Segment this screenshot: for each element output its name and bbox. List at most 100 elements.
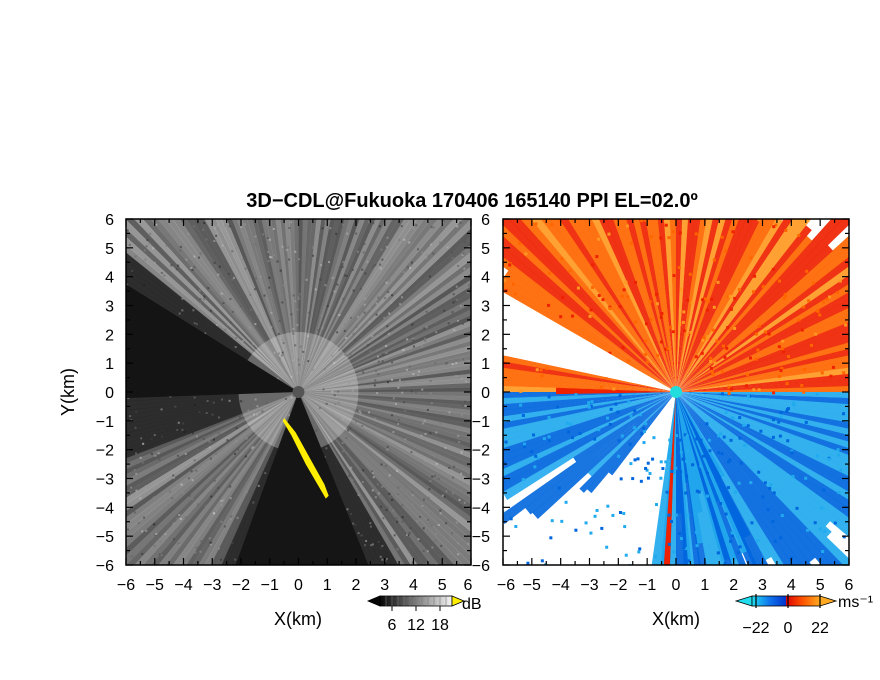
shadow-sector-south bbox=[235, 392, 369, 565]
noise-speck bbox=[160, 554, 163, 557]
noise-speck bbox=[355, 232, 358, 235]
noise-speck bbox=[355, 326, 358, 329]
velocity-speck bbox=[646, 151, 649, 154]
noise-speck bbox=[227, 323, 230, 326]
velocity-speck bbox=[783, 294, 787, 298]
noise-speck bbox=[428, 521, 431, 524]
noise-speck bbox=[452, 476, 455, 479]
velocity-speck bbox=[709, 164, 712, 167]
noise-speck bbox=[288, 226, 291, 229]
velocity-speck bbox=[664, 223, 668, 227]
noise-speck bbox=[429, 432, 432, 435]
velocity-speck bbox=[655, 302, 659, 306]
noise-speck bbox=[434, 321, 437, 324]
velocity-ray bbox=[676, 392, 849, 492]
velocity-speck bbox=[677, 495, 681, 499]
colorbar-tick-label: 6 bbox=[388, 617, 397, 634]
noise-speck bbox=[385, 352, 388, 355]
echo-ray bbox=[126, 273, 299, 392]
echo-ray bbox=[298, 392, 471, 505]
velocity-speck bbox=[838, 279, 842, 283]
velocity-speck bbox=[589, 531, 593, 535]
noise-speck bbox=[291, 359, 294, 362]
noise-speck bbox=[354, 524, 357, 527]
velocity-speck bbox=[621, 346, 625, 350]
noise-speck bbox=[171, 497, 174, 500]
noise-speck bbox=[172, 474, 175, 477]
echo-ray bbox=[298, 219, 345, 392]
noise-speck bbox=[227, 485, 230, 488]
noise-speck bbox=[346, 232, 349, 235]
velocity-speck bbox=[597, 428, 601, 432]
velocity-speck bbox=[790, 449, 794, 453]
noise-speck bbox=[429, 243, 432, 246]
noise-speck bbox=[152, 523, 155, 526]
noise-speck bbox=[292, 294, 295, 297]
noise-speck bbox=[134, 475, 137, 478]
noise-speck bbox=[281, 354, 284, 357]
velocity-speck bbox=[616, 629, 619, 632]
noise-speck bbox=[266, 237, 269, 240]
noise-speck bbox=[127, 528, 130, 531]
velocity-speck bbox=[688, 673, 691, 676]
noise-speck bbox=[449, 376, 452, 379]
colorbar-gradient bbox=[751, 595, 821, 607]
velocity-speck bbox=[620, 434, 624, 438]
noise-speck bbox=[411, 290, 414, 293]
noise-speck bbox=[451, 363, 454, 366]
noise-speck bbox=[203, 448, 206, 451]
noise-speck bbox=[157, 452, 160, 455]
noise-speck bbox=[168, 490, 171, 493]
noise-speck bbox=[325, 447, 328, 450]
echo-ray bbox=[298, 219, 471, 392]
noise-speck bbox=[228, 225, 231, 228]
noise-speck bbox=[407, 533, 410, 536]
noise-speck bbox=[405, 368, 408, 371]
velocity-speck bbox=[679, 537, 683, 541]
noise-speck bbox=[268, 276, 271, 279]
noise-speck bbox=[139, 497, 142, 500]
velocity-speck bbox=[763, 566, 766, 569]
velocity-speck bbox=[716, 280, 720, 284]
velocity-speck bbox=[547, 395, 551, 399]
velocity-speck bbox=[694, 530, 698, 534]
noise-speck bbox=[233, 276, 236, 279]
noise-speck bbox=[460, 451, 463, 454]
velocity-speck bbox=[628, 442, 632, 446]
noise-speck bbox=[419, 515, 422, 518]
velocity-speck bbox=[730, 531, 734, 535]
velocity-speck bbox=[633, 458, 637, 462]
velocity-speck bbox=[542, 437, 546, 441]
velocity-speck bbox=[720, 471, 724, 475]
velocity-speck bbox=[786, 407, 790, 411]
noise-speck bbox=[224, 224, 227, 227]
velocity-speck bbox=[782, 296, 786, 300]
noise-speck bbox=[425, 310, 428, 313]
velocity-speck bbox=[551, 648, 554, 651]
noise-speck bbox=[422, 527, 425, 530]
noise-speck bbox=[150, 437, 153, 440]
velocity-ticks bbox=[502, 218, 850, 566]
velocity-ray bbox=[503, 224, 676, 392]
velocity-speck bbox=[820, 616, 823, 619]
noise-speck bbox=[254, 398, 257, 401]
noise-speck bbox=[381, 360, 384, 363]
noise-speck bbox=[141, 552, 144, 555]
velocity-speck bbox=[668, 450, 672, 454]
noise-speck bbox=[386, 325, 389, 328]
echo-ray bbox=[198, 392, 299, 565]
velocity-speck bbox=[701, 298, 705, 302]
noise-speck bbox=[142, 442, 145, 445]
velocity-speck bbox=[756, 348, 760, 352]
noise-speck bbox=[217, 547, 220, 550]
echo-ray bbox=[298, 219, 411, 392]
noise-speck bbox=[376, 392, 379, 395]
velocity-speck bbox=[863, 193, 866, 196]
noise-speck bbox=[242, 340, 245, 343]
backscatter-ytick-labels: −6 −5 −4 −3 −2 −1 0 1 2 3 4 5 6 bbox=[96, 212, 114, 575]
noise-speck bbox=[200, 254, 203, 257]
velocity-speck bbox=[725, 346, 729, 350]
noise-speck bbox=[433, 455, 436, 458]
velocity-speck bbox=[786, 439, 790, 443]
colorbar-left-arrow bbox=[734, 595, 753, 607]
